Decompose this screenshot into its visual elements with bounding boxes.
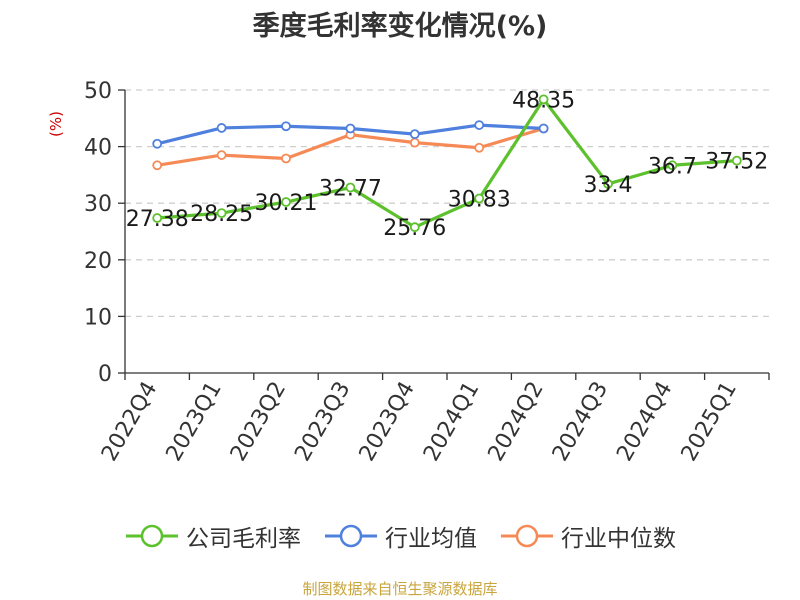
data-point[interactable]	[345, 182, 356, 193]
data-point[interactable]	[152, 138, 163, 149]
legend-item[interactable]: 行业均值	[323, 519, 477, 553]
legend-swatch-icon	[126, 524, 178, 548]
data-point[interactable]	[345, 123, 356, 134]
legend-item[interactable]: 行业中位数	[499, 519, 676, 553]
data-label: 48.35	[512, 88, 575, 113]
series-line	[157, 97, 737, 229]
y-tick-label: 50	[84, 79, 112, 104]
x-tick-label: 2024Q1	[419, 378, 484, 466]
y-tick-label: 20	[84, 249, 112, 274]
data-point[interactable]	[667, 160, 678, 171]
chart-title: 季度毛利率变化情况(%)	[252, 11, 548, 42]
data-point[interactable]	[281, 121, 291, 132]
data-point[interactable]	[152, 213, 163, 223]
data-point[interactable]	[603, 179, 613, 189]
data-point[interactable]	[731, 155, 742, 166]
data-label: 36.7	[648, 154, 697, 179]
data-point[interactable]	[281, 153, 291, 164]
legend-swatch-icon	[501, 524, 553, 548]
x-tick-label: 2023Q3	[290, 378, 355, 466]
y-tick-label: 40	[84, 136, 112, 161]
x-tick-label: 2023Q1	[161, 378, 226, 466]
x-tick-label: 2024Q3	[548, 378, 613, 466]
data-point[interactable]	[152, 160, 163, 171]
data-point[interactable]	[216, 150, 227, 160]
data-point[interactable]	[409, 222, 420, 233]
x-tick-label: 2024Q2	[483, 378, 548, 466]
y-tick-label: 30	[84, 192, 112, 217]
data-point[interactable]	[409, 137, 420, 148]
data-label: 27.38	[126, 207, 189, 232]
data-label: 30.21	[255, 191, 318, 216]
legend: 公司毛利率 行业均值 行业中位数	[0, 519, 800, 553]
data-point[interactable]	[474, 120, 485, 130]
legend-label: 公司毛利率	[186, 526, 301, 552]
data-label: 25.76	[383, 216, 446, 241]
data-label: 33.4	[584, 173, 633, 198]
data-point[interactable]	[538, 94, 549, 105]
series-lines	[152, 94, 742, 233]
data-label: 30.83	[448, 188, 511, 213]
legend-label: 行业均值	[385, 526, 477, 552]
y-axis-unit-label: (%)	[47, 111, 65, 137]
x-tick-label: 2022Q4	[97, 378, 162, 466]
data-label: 28.25	[190, 202, 253, 227]
x-tick-label: 2023Q2	[226, 378, 291, 466]
y-tick-label: 0	[98, 362, 112, 387]
legend-swatch-icon	[325, 524, 377, 548]
data-point[interactable]	[216, 208, 227, 219]
source-note: 制图数据来自恒生聚源数据库	[302, 580, 498, 598]
x-tick-label: 2023Q4	[355, 378, 420, 466]
x-tick-label: 2024Q4	[612, 378, 677, 466]
legend-item[interactable]: 公司毛利率	[124, 519, 301, 553]
y-tick-label: 10	[84, 305, 112, 330]
legend-label: 行业中位数	[561, 526, 676, 552]
data-point[interactable]	[538, 123, 549, 134]
data-label: 37.52	[705, 150, 768, 175]
data-point[interactable]	[281, 197, 291, 207]
data-point[interactable]	[216, 123, 227, 133]
data-point[interactable]	[474, 142, 485, 153]
data-label: 32.77	[319, 177, 382, 202]
x-tick-label: 2025Q1	[677, 378, 742, 466]
data-point[interactable]	[474, 193, 485, 204]
data-point[interactable]	[409, 129, 420, 140]
